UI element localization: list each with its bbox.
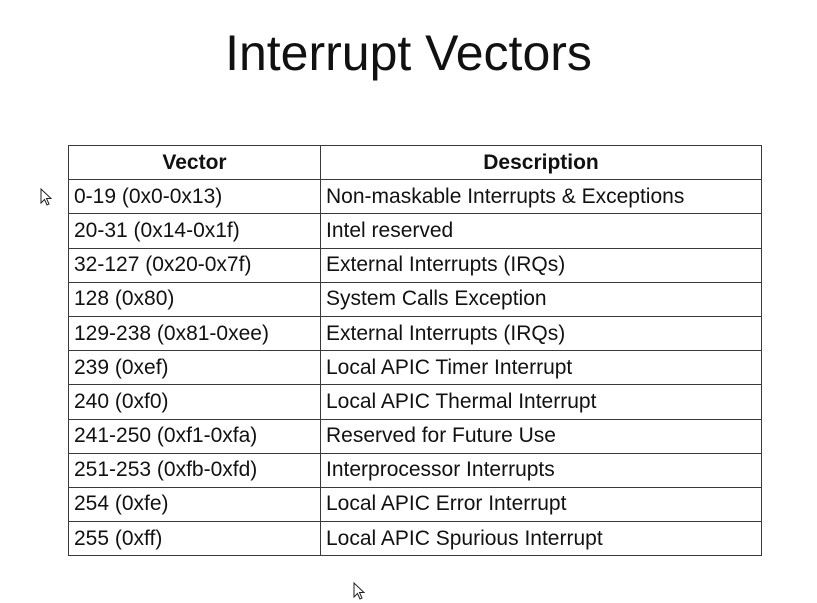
table-row: 32-127 (0x20-0x7f) External Interrupts (… [68,247,762,283]
vector-cell: 241-250 (0xf1-0xfa) [68,418,321,454]
description-cell: Interprocessor Interrupts [320,452,762,488]
table-row: 128 (0x80) System Calls Exception [68,281,762,317]
description-cell: Local APIC Thermal Interrupt [320,384,762,420]
description-cell: Local APIC Spurious Interrupt [320,521,762,557]
description-cell: System Calls Exception [320,281,762,317]
description-cell: Reserved for Future Use [320,418,762,454]
description-cell: Intel reserved [320,213,762,249]
table-row: 255 (0xff) Local APIC Spurious Interrupt [68,521,762,557]
mouse-pointer-icon [40,188,52,206]
vector-cell: 129-238 (0x81-0xee) [68,315,321,352]
vector-cell: 32-127 (0x20-0x7f) [68,247,321,283]
vector-cell: 240 (0xf0) [68,384,321,420]
table-row: 239 (0xef) Local APIC Timer Interrupt [68,350,762,386]
table-row: 241-250 (0xf1-0xfa) Reserved for Future … [68,418,762,454]
vector-cell: 254 (0xfe) [68,486,321,523]
slide-title: Interrupt Vectors [225,25,592,81]
vector-cell: 239 (0xef) [68,350,321,386]
description-cell: External Interrupts (IRQs) [320,315,762,352]
interrupt-vectors-table: Vector Description 0-19 (0x0-0x13) Non-m… [68,144,762,557]
description-cell: Local APIC Error Interrupt [320,486,762,523]
description-cell: Local APIC Timer Interrupt [320,350,762,386]
table-row: 254 (0xfe) Local APIC Error Interrupt [68,486,762,523]
table-row: 0-19 (0x0-0x13) Non-maskable Interrupts … [68,179,762,215]
mouse-pointer-icon [353,582,365,600]
table-row: 251-253 (0xfb-0xfd) Interprocessor Inter… [68,452,762,488]
table-row: 20-31 (0x14-0x1f) Intel reserved [68,213,762,249]
table-row: 129-238 (0x81-0xee) External Interrupts … [68,315,762,352]
vector-cell: 0-19 (0x0-0x13) [68,179,321,215]
description-cell: Non-maskable Interrupts & Exceptions [320,179,762,215]
column-header-vector: Vector [68,144,321,181]
vector-cell: 128 (0x80) [68,281,321,317]
table-row: 240 (0xf0) Local APIC Thermal Interrupt [68,384,762,420]
description-cell: External Interrupts (IRQs) [320,247,762,283]
vector-cell: 20-31 (0x14-0x1f) [68,213,321,249]
column-header-description: Description [320,144,762,181]
vector-cell: 251-253 (0xfb-0xfd) [68,452,321,488]
table-header-row: Vector Description [68,144,762,181]
vector-cell: 255 (0xff) [68,521,321,557]
